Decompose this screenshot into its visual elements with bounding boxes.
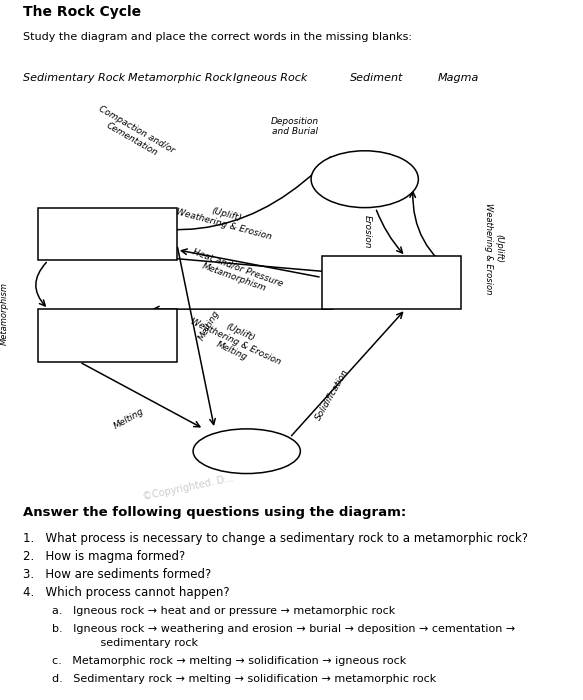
Text: (Uplift)
Weathering & Erosion
Melting: (Uplift) Weathering & Erosion Melting: [185, 307, 287, 376]
Text: Heat and/or Pressure
Metamorphism: Heat and/or Pressure Metamorphism: [188, 247, 284, 298]
Text: ©Copyrighted. D...: ©Copyrighted. D...: [142, 473, 234, 502]
Text: Erosion: Erosion: [363, 215, 372, 248]
Text: Melting: Melting: [112, 407, 145, 431]
Text: Metamorphic Rock: Metamorphic Rock: [128, 73, 232, 83]
Ellipse shape: [193, 429, 300, 473]
Text: (Uplift)
Weathering & Erosion: (Uplift) Weathering & Erosion: [175, 197, 275, 242]
Text: 1.   What process is necessary to change a sedimentary rock to a metamorphic roc: 1. What process is necessary to change a…: [23, 533, 528, 545]
Text: Igneous Rock: Igneous Rock: [233, 73, 308, 83]
Text: Sediment: Sediment: [350, 73, 403, 83]
Text: c.   Metamorphic rock → melting → solidification → igneous rock: c. Metamorphic rock → melting → solidifi…: [52, 656, 407, 666]
Text: sedimentary rock: sedimentary rock: [76, 638, 198, 648]
Text: Melting: Melting: [197, 309, 222, 342]
Bar: [37, 309, 177, 362]
Text: Compaction and/or
Cementation: Compaction and/or Cementation: [92, 104, 176, 164]
Text: The Rock Cycle: The Rock Cycle: [23, 5, 142, 19]
Text: (Uplift)
Weathering & Erosion: (Uplift) Weathering & Erosion: [484, 202, 503, 294]
Text: 2.   How is magma formed?: 2. How is magma formed?: [23, 550, 185, 564]
Text: d.   Sedimentary rock → melting → solidification → metamorphic rock: d. Sedimentary rock → melting → solidifi…: [52, 674, 437, 684]
Text: Deposition
and Burial: Deposition and Burial: [271, 117, 319, 136]
Text: Study the diagram and place the correct words in the missing blanks:: Study the diagram and place the correct …: [23, 32, 412, 43]
Bar: [322, 256, 461, 309]
Text: Sedimentary Rock: Sedimentary Rock: [23, 73, 125, 83]
Text: 4.   Which process cannot happen?: 4. Which process cannot happen?: [23, 587, 230, 599]
Text: 3.   How are sediments formed?: 3. How are sediments formed?: [23, 568, 212, 581]
Ellipse shape: [311, 150, 419, 208]
Text: a.   Igneous rock → heat and or pressure → metamorphic rock: a. Igneous rock → heat and or pressure →…: [52, 606, 396, 616]
Text: Magma: Magma: [437, 73, 479, 83]
Text: Answer the following questions using the diagram:: Answer the following questions using the…: [23, 507, 406, 519]
Text: b.   Igneous rock → weathering and erosion → burial → deposition → cementation →: b. Igneous rock → weathering and erosion…: [52, 624, 516, 634]
Text: Solidification: Solidification: [314, 367, 351, 421]
Text: Heat and/or Pressure
Metamorphism: Heat and/or Pressure Metamorphism: [0, 257, 9, 345]
Bar: [37, 208, 177, 260]
